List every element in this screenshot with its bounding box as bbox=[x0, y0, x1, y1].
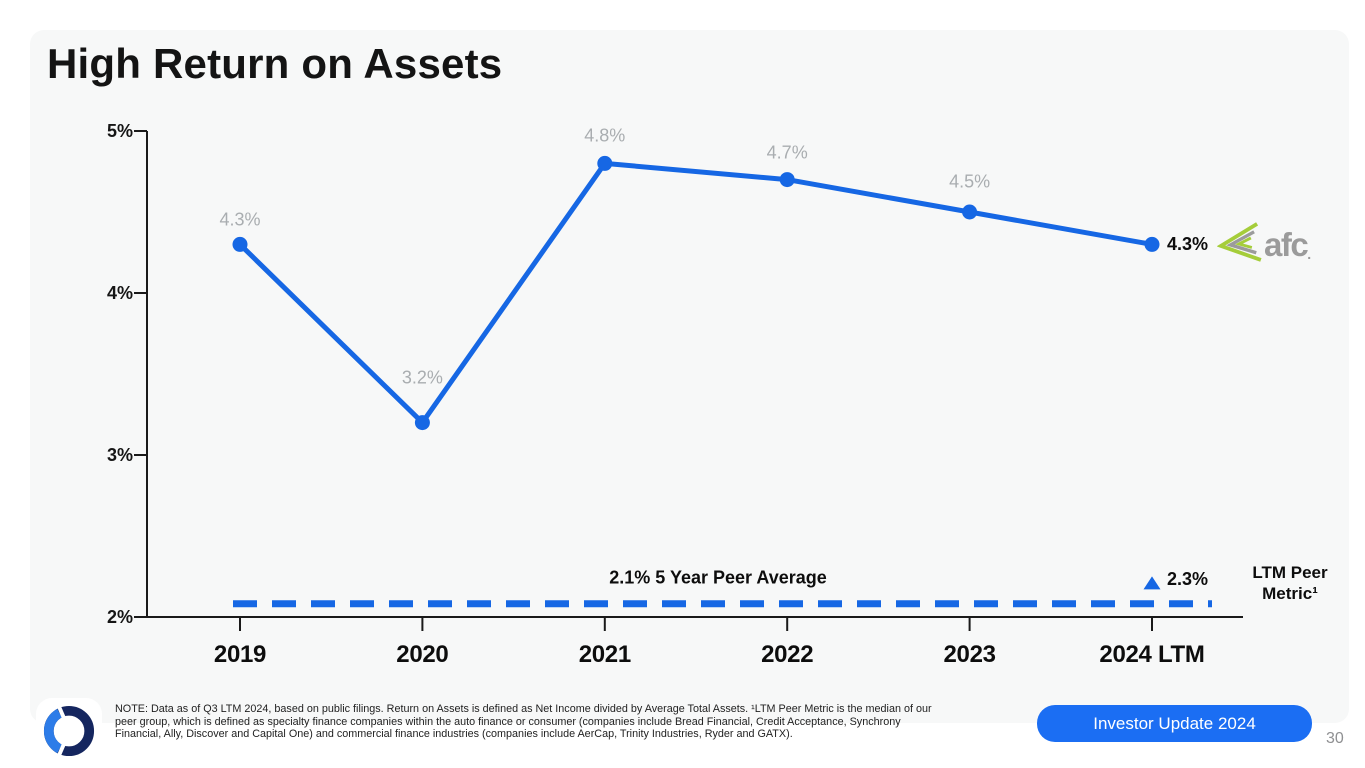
slide-card bbox=[30, 30, 1349, 723]
afc-logo-text: afc bbox=[1264, 225, 1309, 263]
afc-chevron-icon bbox=[1216, 222, 1262, 262]
final-value-row: 4.3% afc . bbox=[1167, 221, 1311, 267]
investor-update-button[interactable]: Investor Update 2024 bbox=[1037, 705, 1312, 742]
ring-logo-icon bbox=[43, 705, 95, 757]
afc-logo: afc . bbox=[1216, 222, 1312, 265]
page-title: High Return on Assets bbox=[47, 40, 503, 87]
ltm-caption-line1: LTM Peer bbox=[1252, 563, 1328, 582]
ltm-caption-line2: Metric¹ bbox=[1262, 584, 1318, 603]
page-number: 30 bbox=[1326, 730, 1344, 747]
company-ring-logo bbox=[36, 698, 102, 764]
peer-average-label: 2.1% 5 Year Peer Average bbox=[609, 567, 827, 588]
ltm-peer-metric-value: 2.3% bbox=[1167, 569, 1209, 589]
ltm-peer-metric-caption: LTM Peer Metric¹ bbox=[1252, 562, 1327, 604]
final-value-label: 4.3% bbox=[1167, 233, 1209, 254]
afc-logo-dot: . bbox=[1307, 246, 1312, 262]
footer-note: NOTE: Data as of Q3 LTM 2024, based on p… bbox=[115, 703, 932, 741]
